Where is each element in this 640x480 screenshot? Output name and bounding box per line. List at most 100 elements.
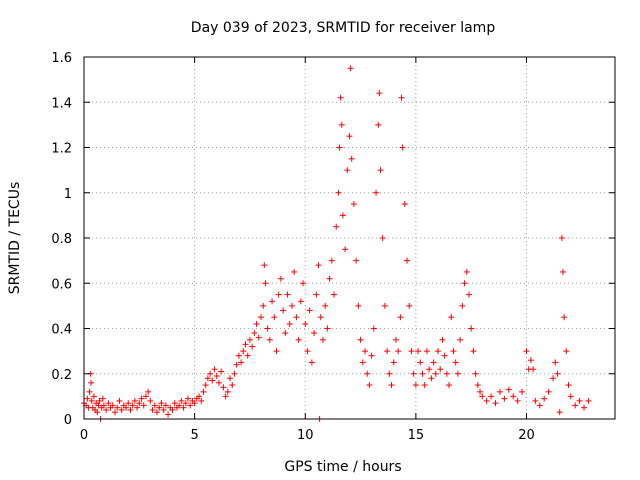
data-point [95, 402, 102, 409]
data-point [211, 366, 218, 373]
data-point [297, 298, 304, 305]
data-point [492, 400, 499, 407]
data-point [277, 275, 284, 282]
data-point [171, 400, 178, 407]
data-point [328, 257, 335, 264]
data-point [448, 314, 455, 321]
data-point [346, 133, 353, 140]
data-point [443, 370, 450, 377]
data-point [357, 336, 364, 343]
data-point [532, 397, 539, 404]
chart-title: Day 039 of 2023, SRMTID for receiver lam… [191, 20, 496, 36]
data-point [182, 400, 189, 407]
y-tick-label: 1.6 [51, 51, 72, 66]
data-point [176, 402, 183, 409]
data-point [319, 336, 326, 343]
data-point [291, 268, 298, 275]
data-point [530, 366, 537, 373]
data-point [412, 382, 419, 389]
data-point [246, 336, 253, 343]
data-point [136, 400, 143, 407]
data-point [84, 395, 91, 402]
data-point [439, 336, 446, 343]
data-point [355, 302, 362, 309]
data-point [253, 320, 260, 327]
data-point [435, 348, 441, 355]
data-point [450, 348, 457, 355]
y-tick-label: 1 [64, 187, 72, 202]
data-point [457, 336, 464, 343]
data-point [496, 388, 503, 395]
y-tick-label: 0 [64, 413, 72, 428]
data-point [244, 352, 251, 359]
tick-labels: 0 5 10 15 20 0 0.2 0.4 0.6 0.8 1 1.2 1.4 1.6 [51, 51, 534, 443]
plot-frame [83, 56, 616, 420]
data-point [142, 393, 149, 400]
data-point [406, 302, 413, 309]
data-point [222, 393, 229, 400]
data-point [404, 257, 411, 264]
data-point [191, 400, 198, 407]
data-point [131, 397, 138, 404]
data-point [90, 393, 97, 400]
data-point [302, 320, 309, 327]
data-point [565, 382, 572, 389]
data-point [273, 348, 280, 355]
y-tick-label: 0.2 [51, 368, 72, 383]
data-point [366, 382, 373, 389]
x-tick-label: 10 [297, 428, 314, 443]
data-point [260, 302, 267, 309]
data-point [326, 275, 333, 282]
data-point [501, 395, 508, 402]
data-point [483, 397, 490, 404]
data-point [395, 348, 402, 355]
data-point [127, 406, 134, 413]
y-tick-label: 0.4 [51, 323, 72, 338]
data-point [204, 375, 211, 382]
y-tick-label: 1.2 [51, 142, 72, 157]
data-point [428, 375, 435, 382]
data-point [123, 404, 130, 411]
data-point [377, 167, 384, 174]
data-point [392, 336, 399, 343]
data-point [280, 307, 287, 314]
data-point [465, 291, 472, 298]
data-point [154, 409, 161, 416]
data-point [353, 257, 360, 264]
data-point [338, 121, 345, 128]
y-tick-label: 0.6 [51, 277, 72, 292]
x-tick-label: 0 [80, 428, 88, 443]
data-point [552, 359, 559, 366]
data-point [381, 302, 388, 309]
data-point [415, 348, 422, 355]
data-point [220, 384, 227, 391]
data-point [151, 402, 158, 409]
data-point [306, 307, 313, 314]
y-tick-label: 1.4 [51, 96, 72, 111]
data-point [284, 291, 291, 298]
data-point [333, 223, 340, 230]
data-point [441, 352, 448, 359]
data-point [264, 325, 271, 332]
data-point [505, 386, 512, 393]
data-point [510, 393, 517, 400]
data-point [561, 314, 568, 321]
data-point [231, 370, 238, 377]
data-point [105, 400, 112, 407]
data-point [162, 402, 169, 409]
gridlines [84, 57, 615, 419]
data-point [514, 397, 521, 404]
data-point [470, 348, 477, 355]
data-point [581, 404, 588, 411]
data-point [375, 121, 382, 128]
data-point [344, 167, 351, 174]
data-point [370, 325, 377, 332]
data-point [347, 65, 354, 72]
data-point [437, 366, 444, 373]
data-point [269, 298, 276, 305]
data-point [398, 94, 405, 101]
data-point [249, 343, 256, 350]
data-point [99, 395, 106, 402]
data-point [446, 382, 453, 389]
data-point [567, 393, 574, 400]
